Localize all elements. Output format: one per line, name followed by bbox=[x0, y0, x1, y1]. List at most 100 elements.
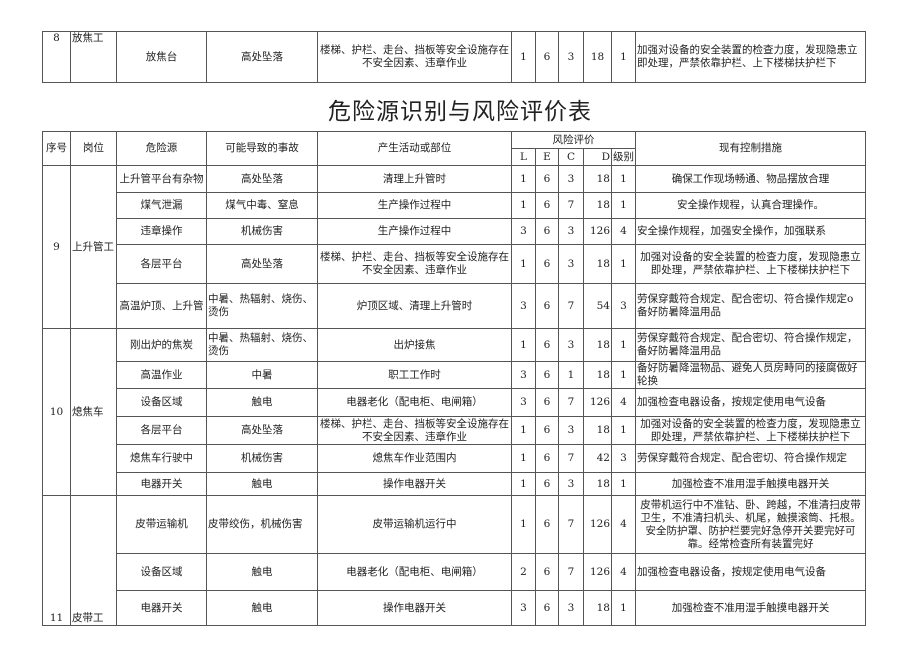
header-l: L bbox=[511, 148, 536, 166]
measures-cell: 加强对设备的安全装置的检查力度，发现隐患立即处理，严禁依靠护栏、上下楼梯扶护栏下 bbox=[635, 416, 866, 445]
measures-cell: 安全操作规程，认真合理操作。 bbox=[635, 192, 866, 219]
table-row: 8 放焦工 放焦台 高处坠落 楼梯、护栏、走台、挡板等安全设施存在不安全因素、违… bbox=[42, 31, 866, 83]
seq-cell: 8 bbox=[42, 31, 71, 83]
l-cell: 1 bbox=[511, 472, 536, 496]
measures-cell: 加强对设备的安全装置的检查力度，发现隐患立即处理，严禁依靠护栏、上下楼梯扶护栏下 bbox=[635, 244, 866, 284]
previous-page-table: 8 放焦工 放焦台 高处坠落 楼梯、护栏、走台、挡板等安全设施存在不安全因素、违… bbox=[42, 31, 866, 83]
level-cell: 1 bbox=[611, 472, 636, 496]
d-cell: 18 bbox=[583, 472, 612, 496]
hazard-cell: 电器开关 bbox=[116, 590, 207, 626]
hazard-cell: 刚出炉的焦炭 bbox=[116, 328, 207, 362]
hazard-cell: 各层平台 bbox=[116, 244, 207, 284]
accident-cell: 触电 bbox=[206, 590, 318, 626]
activity-cell: 电器老化（配电柜、电闸箱） bbox=[317, 388, 512, 417]
table-row: 设备区域 触电 电器老化（配电柜、电闸箱） 2 6 7 126 4 加强检查电器设备，按规定使用… bbox=[43, 553, 866, 591]
activity-cell: 熄焦车作业范围内 bbox=[317, 444, 512, 473]
accident-cell: 中暑 bbox=[206, 361, 318, 389]
c-cell: 3 bbox=[558, 244, 584, 284]
post-cell: 放焦工 bbox=[70, 31, 117, 83]
post-cell: 熄焦车 bbox=[70, 328, 117, 496]
c-cell: 3 bbox=[558, 218, 584, 245]
l-cell: 3 bbox=[511, 388, 536, 417]
table-row: 各层平台 高处坠落 楼梯、护栏、走台、挡板等安全设施存在不安全因素、违章作业 1 6 3 1… bbox=[43, 244, 866, 284]
measures-cell: 备好防暑降温物品、避免人员房畤冋的接腐做好轮换 bbox=[635, 361, 866, 389]
measures-cell: 皮带机运行中不准钻、卧、跨越，不准清扫皮带卫生，不准清扫机头、机尾，触摸滚筒、托… bbox=[635, 495, 866, 554]
d-cell: 18 bbox=[583, 244, 612, 284]
level-cell: 1 bbox=[611, 590, 636, 626]
table-row: 电器开关 触电 操作电器开关 1 6 3 18 1 加强检查不准用湿手触摸电器开关 bbox=[43, 472, 866, 496]
accident-cell: 高处坠落 bbox=[206, 244, 318, 284]
e-cell: 6 bbox=[535, 283, 559, 329]
activity-cell: 职工工作时 bbox=[317, 361, 512, 389]
activity-cell: 皮带运输机运行中 bbox=[317, 495, 512, 554]
hazard-cell: 高温炉顶、上升管 bbox=[116, 283, 207, 329]
e-cell: 6 bbox=[535, 444, 559, 473]
table-row: 10 熄焦车 刚出炉的焦炭 中暑、热辐射、烧伤、烫伤 出炉接焦 1 6 3 18 1 劳保穿戴符合规… bbox=[42, 328, 866, 496]
c-cell: 3 bbox=[558, 416, 584, 445]
accident-cell: 机械伤害 bbox=[206, 218, 318, 245]
table-row: 电器开关 触电 操作电器开关 3 6 3 18 1 加强检查不准用湿手触摸电器开关 bbox=[43, 590, 866, 626]
d-cell: 18 bbox=[583, 165, 612, 193]
c-cell: 7 bbox=[558, 283, 584, 329]
c-cell: 7 bbox=[558, 495, 584, 554]
d-cell: 126 bbox=[583, 218, 612, 245]
measures-cell: 劳保穿戴符合规定、配合密切、符合操作规定，备好防暑降温用品 bbox=[635, 328, 866, 362]
d-cell: 18 bbox=[583, 416, 612, 445]
activity-cell: 操作电器开关 bbox=[317, 472, 512, 496]
c-cell: 3 bbox=[558, 328, 584, 362]
hazard-cell: 设备区域 bbox=[116, 553, 207, 591]
e-cell: 6 bbox=[535, 244, 559, 284]
measures-cell: 劳保穿戴符合规定、配合密切、符合操作规定 bbox=[635, 444, 866, 473]
level-cell: 1 bbox=[611, 328, 636, 362]
accident-cell: 高处坠落 bbox=[206, 31, 318, 83]
l-cell: 1 bbox=[511, 328, 536, 362]
table-row: 高温炉顶、上升管 中暑、热辐射、烧伤、烫伤 炉顶区域、清理上升管时 3 6 7 54 3 劳保穿… bbox=[43, 283, 866, 329]
header-measures: 现有控制措施 bbox=[635, 131, 866, 166]
c-cell: 7 bbox=[558, 192, 584, 219]
d-cell: 54 bbox=[583, 283, 612, 329]
activity-cell: 楼梯、护栏、走台、挡板等安全设施存在不安全因素、违章作业 bbox=[317, 31, 512, 83]
accident-cell: 中暑、热辐射、烧伤、烫伤 bbox=[206, 328, 318, 362]
e-cell: 6 bbox=[535, 472, 559, 496]
hazard-cell: 上升管平台有杂物 bbox=[116, 165, 207, 193]
e-cell: 6 bbox=[535, 218, 559, 245]
activity-cell: 楼梯、护栏、走台、挡板等安全设施存在不安全因素、违章作业 bbox=[317, 244, 512, 284]
table-row: 煤气泄漏 煤气中毒、窒息 生产操作过程中 1 6 7 18 1 安全操作规程，认真合理操作。 bbox=[43, 192, 866, 219]
hazard-cell: 放焦台 bbox=[116, 31, 207, 83]
hazard-cell: 皮带运输机 bbox=[116, 495, 207, 554]
header-subrow: L E C D 级别 bbox=[43, 148, 866, 166]
page-title: 危险源识别与风险评价表 bbox=[328, 99, 592, 125]
accident-cell: 触电 bbox=[206, 388, 318, 417]
l-cell: 1 bbox=[511, 31, 536, 83]
activity-cell: 生产操作过程中 bbox=[317, 218, 512, 245]
activity-cell: 电器老化（配电柜、电闸箱） bbox=[317, 553, 512, 591]
l-cell: 1 bbox=[511, 165, 536, 193]
header-level: 级别 bbox=[611, 148, 636, 166]
seq-cell: 10 bbox=[42, 328, 71, 496]
level-cell: 1 bbox=[611, 165, 636, 193]
measures-cell: 确保工作现场畅通、物品摆放合理 bbox=[635, 165, 866, 193]
header-hazard: 危险源 bbox=[116, 131, 207, 166]
level-cell: 4 bbox=[611, 495, 636, 554]
d-cell: 18 bbox=[583, 192, 612, 219]
table-row: 11 皮带工 皮带运输机 皮带绞伤，机械伤害 皮带运输机运行中 1 6 7 126 4 皮带机运行中… bbox=[42, 495, 866, 626]
e-cell: 6 bbox=[535, 590, 559, 626]
c-cell: 3 bbox=[558, 472, 584, 496]
hazard-cell: 违章操作 bbox=[116, 218, 207, 245]
l-cell: 1 bbox=[511, 192, 536, 219]
d-cell: 18 bbox=[583, 31, 612, 83]
level-cell: 1 bbox=[611, 361, 636, 389]
header-d: D bbox=[583, 148, 612, 166]
table-row: 违章操作 机械伤害 生产操作过程中 3 6 3 126 4 安全操作规程，加强安全操作，加强联系 bbox=[43, 218, 866, 245]
e-cell: 6 bbox=[535, 388, 559, 417]
d-cell: 18 bbox=[583, 590, 612, 626]
measures-cell: 加强检查不准用湿手触摸电器开关 bbox=[635, 590, 866, 626]
measures-cell: 加强检查不准用湿手触摸电器开关 bbox=[635, 472, 866, 496]
accident-cell: 高处坠落 bbox=[206, 165, 318, 193]
d-cell: 18 bbox=[583, 328, 612, 362]
c-cell: 7 bbox=[558, 444, 584, 473]
level-cell: 4 bbox=[611, 553, 636, 591]
l-cell: 1 bbox=[511, 416, 536, 445]
e-cell: 6 bbox=[535, 165, 559, 193]
hazard-cell: 高温作业 bbox=[116, 361, 207, 389]
